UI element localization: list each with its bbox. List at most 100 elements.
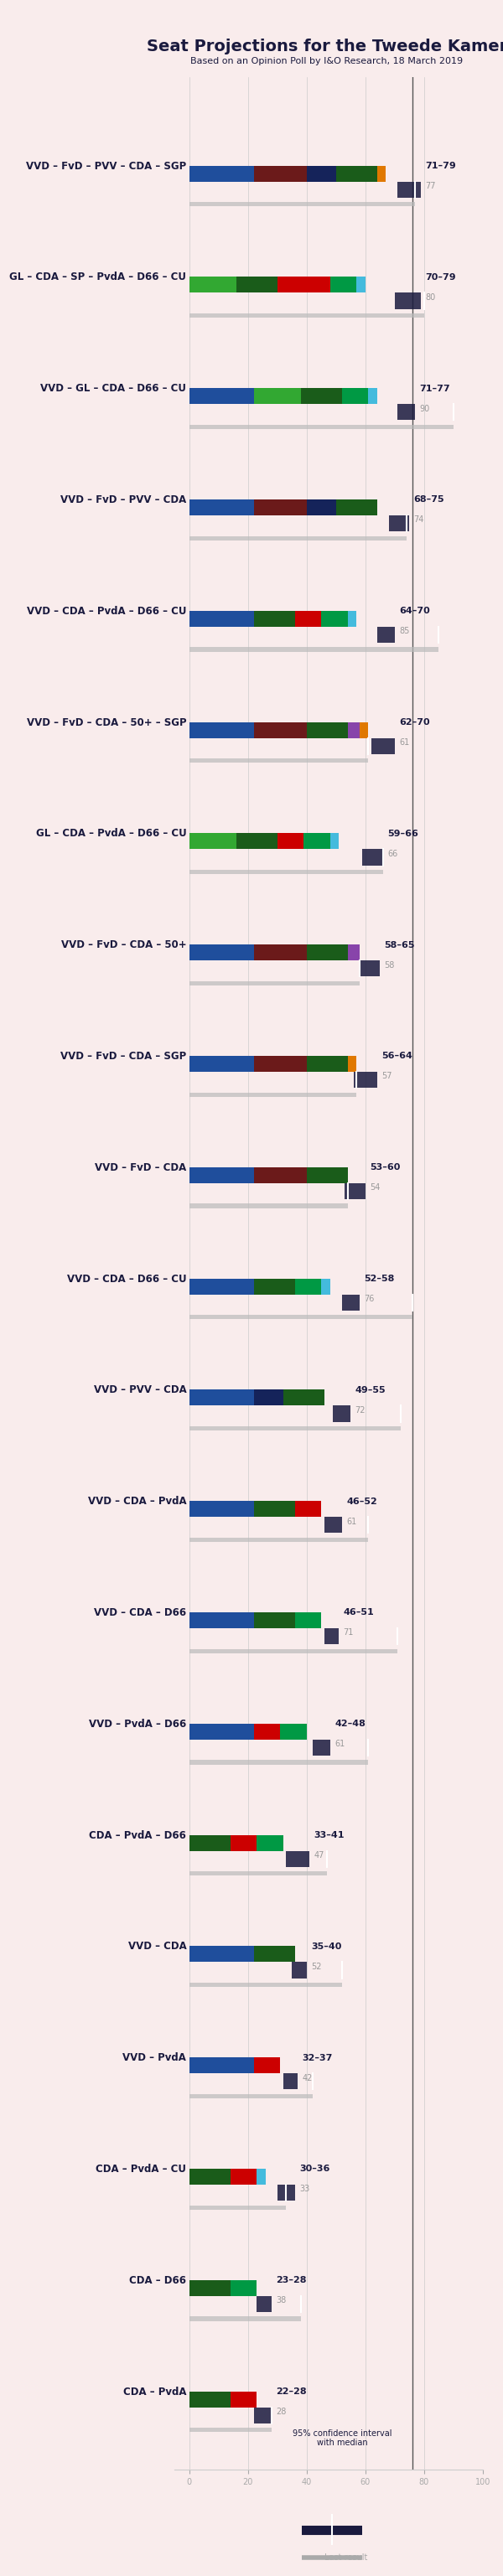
Bar [377, 165, 386, 180]
Bar [189, 1278, 254, 1296]
Bar [189, 2058, 254, 2074]
Text: 56–64: 56–64 [381, 1051, 412, 1061]
Bar [189, 2169, 230, 2184]
Text: VVD – FvD – PVV – CDA: VVD – FvD – PVV – CDA [60, 495, 186, 505]
Bar [363, 850, 383, 866]
Bar [280, 1723, 307, 1739]
Bar [254, 1388, 283, 1406]
Bar [345, 1182, 365, 1200]
Text: 54: 54 [370, 1182, 380, 1193]
Bar [189, 1056, 254, 1072]
Text: 28: 28 [276, 2409, 286, 2416]
Bar [348, 721, 360, 737]
Text: VVD – FvD – PVV – CDA – SGP: VVD – FvD – PVV – CDA – SGP [26, 160, 186, 173]
Bar [189, 1613, 254, 1628]
Bar [360, 721, 368, 737]
Bar [304, 832, 330, 850]
Text: 38: 38 [276, 2295, 286, 2306]
Text: Seat Projections for the Tweede Kamer: Seat Projections for the Tweede Kamer [146, 39, 503, 54]
Bar [377, 626, 395, 644]
Bar [189, 721, 254, 737]
Bar [348, 945, 360, 961]
Text: 74: 74 [414, 515, 424, 523]
Bar [254, 2409, 272, 2424]
Bar [277, 2184, 295, 2200]
Text: VVD – PvdA – D66: VVD – PvdA – D66 [89, 1718, 186, 1728]
Bar [189, 647, 439, 652]
Text: CDA – PvdA – D66: CDA – PvdA – D66 [89, 1829, 186, 1842]
Bar [368, 389, 377, 404]
Text: VVD – FvD – CDA: VVD – FvD – CDA [95, 1162, 186, 1172]
Text: CDA – PvdA: CDA – PvdA [123, 2385, 186, 2398]
Bar [189, 1538, 368, 1543]
Bar [254, 165, 307, 180]
Bar [189, 1203, 348, 1208]
Text: VVD – FvD – CDA – 50+: VVD – FvD – CDA – 50+ [61, 940, 186, 951]
Text: 59–66: 59–66 [387, 829, 418, 837]
Text: CDA – PvdA – CU: CDA – PvdA – CU [96, 2164, 186, 2174]
Text: 32–37: 32–37 [302, 2053, 333, 2061]
Bar [254, 611, 295, 626]
Bar [189, 2280, 230, 2295]
Bar [189, 1984, 342, 1986]
Bar [189, 165, 254, 180]
Text: Last result: Last result [324, 2553, 367, 2563]
Text: 64–70: 64–70 [399, 608, 430, 616]
Text: 61: 61 [399, 739, 409, 747]
Bar [189, 314, 424, 317]
Text: 72: 72 [355, 1406, 366, 1414]
Bar [330, 832, 339, 850]
Text: 23–28: 23–28 [276, 2277, 306, 2285]
Bar [257, 2295, 272, 2313]
Bar [189, 1502, 254, 1517]
Bar [395, 294, 421, 309]
Bar [277, 276, 304, 294]
Bar [236, 832, 277, 850]
Bar [189, 2094, 312, 2099]
Bar [333, 1406, 351, 1422]
Bar [254, 1723, 280, 1739]
Text: VVD – CDA – PvdA: VVD – CDA – PvdA [88, 1497, 186, 1507]
Text: 46–52: 46–52 [346, 1497, 377, 1504]
Bar [398, 404, 415, 420]
Bar [189, 1945, 254, 1963]
Bar [189, 425, 453, 430]
Bar [321, 611, 348, 626]
Text: 70–79: 70–79 [426, 273, 456, 281]
Bar [257, 1834, 283, 1852]
Text: 76: 76 [364, 1296, 374, 1303]
Bar [189, 1092, 357, 1097]
Text: 68–75: 68–75 [414, 495, 445, 505]
Bar [307, 1056, 348, 1072]
Text: 61: 61 [346, 1517, 357, 1525]
Text: 95% confidence interval
with median: 95% confidence interval with median [292, 2429, 392, 2447]
Bar [292, 1963, 307, 1978]
Bar [389, 515, 409, 531]
Text: VVD – CDA: VVD – CDA [128, 1942, 186, 1953]
Bar [189, 201, 415, 206]
Bar [254, 389, 301, 404]
Bar [189, 2427, 272, 2432]
Bar [307, 945, 348, 961]
Bar [357, 276, 365, 294]
Bar [254, 721, 307, 737]
Text: 47: 47 [314, 1852, 324, 1860]
Bar [189, 1388, 254, 1406]
Bar [189, 871, 383, 873]
Bar [360, 961, 380, 976]
Text: VVD – FvD – CDA – 50+ – SGP: VVD – FvD – CDA – 50+ – SGP [27, 716, 186, 729]
Bar [189, 2205, 286, 2210]
Bar [321, 1278, 330, 1296]
Text: 46–51: 46–51 [344, 1607, 374, 1618]
Bar [189, 389, 254, 404]
Bar [189, 536, 406, 541]
Bar [348, 1056, 357, 1072]
Bar [189, 500, 254, 515]
Bar [295, 1502, 321, 1517]
Bar [254, 1945, 295, 1963]
Bar [330, 276, 357, 294]
Text: 71–79: 71–79 [426, 162, 456, 170]
Bar [257, 2169, 266, 2184]
Text: VVD – CDA – D66: VVD – CDA – D66 [94, 1607, 186, 1618]
Bar [354, 1072, 377, 1087]
